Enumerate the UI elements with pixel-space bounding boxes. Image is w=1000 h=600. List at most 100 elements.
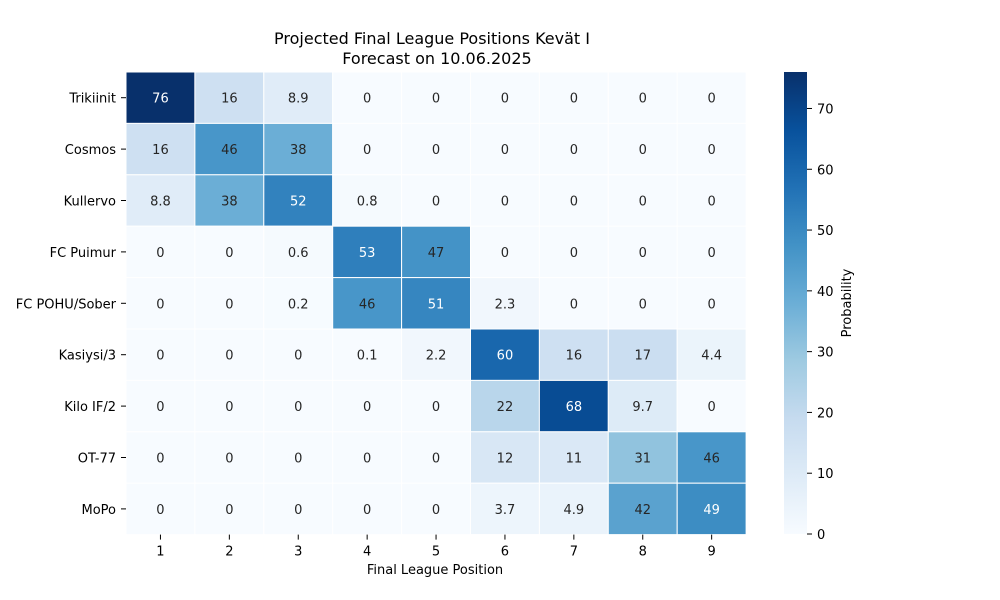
heatmap-cell: [676, 277, 747, 330]
cell-value-label: 0: [570, 297, 578, 312]
cell-value-label: 2.2: [426, 349, 447, 364]
y-tick-label: FC POHU/Sober: [16, 297, 117, 312]
colorbar-tick-label: 0: [817, 528, 825, 543]
cell-value-label: 0.2: [288, 297, 309, 312]
cell-value-label: 0: [639, 246, 647, 261]
cell-value-label: 0: [156, 452, 164, 467]
cell-value-label: 9.7: [632, 400, 653, 415]
heatmap-cell: [538, 174, 609, 227]
colorbar: [784, 72, 807, 534]
heatmap-cell: [125, 225, 196, 279]
cell-value-label: 17: [634, 349, 651, 364]
heatmap-cell: [401, 174, 472, 227]
cell-value-label: 0: [156, 297, 164, 312]
cell-value-label: 60: [497, 349, 514, 364]
heatmap-cell: [538, 431, 609, 484]
cell-value-label: 0: [363, 400, 371, 415]
colorbar-tick-label: 30: [817, 346, 834, 361]
colorbar-tick-label: 70: [817, 102, 834, 117]
x-tick-label: 4: [363, 545, 371, 560]
cell-value-label: 0: [639, 297, 647, 312]
cell-value-label: 0: [639, 143, 647, 158]
x-tick-label: 9: [708, 545, 716, 560]
heatmap-cell: [332, 225, 403, 279]
cell-value-label: 0: [225, 297, 233, 312]
heatmap-cell: [194, 225, 265, 279]
heatmap-cell: [401, 328, 472, 381]
y-tick-label: Kasiysi/3: [59, 349, 116, 364]
heatmap-cell: [607, 71, 678, 124]
heatmap-cell: [194, 328, 265, 381]
heatmap-cell: [125, 174, 196, 227]
heatmap-cell: [470, 71, 540, 124]
y-tick-label: Trikiinit: [68, 92, 116, 107]
heatmap-cell: [676, 122, 747, 176]
cell-value-label: 47: [428, 246, 445, 261]
chart-title-line2: Forecast on 10.06.2025: [342, 49, 531, 68]
heatmap-cell: [470, 328, 540, 381]
cell-value-label: 38: [290, 143, 307, 158]
cell-value-label: 46: [359, 297, 376, 312]
cell-value-label: 53: [359, 246, 376, 261]
cell-value-label: 52: [290, 195, 307, 210]
cell-value-label: 0: [432, 452, 440, 467]
cell-value-label: 16: [152, 143, 169, 158]
heatmap-cell: [125, 431, 196, 484]
cell-value-label: 0: [501, 143, 509, 158]
heatmap-cell: [125, 277, 196, 330]
x-tick-label: 8: [639, 545, 647, 560]
heatmap-cell: [607, 122, 678, 176]
heatmap-cell: [332, 277, 403, 330]
cell-value-label: 0: [225, 400, 233, 415]
cell-value-label: 0: [363, 143, 371, 158]
cell-value-label: 0: [501, 92, 509, 107]
heatmap-cell: [263, 431, 334, 484]
cell-value-label: 4.4: [701, 349, 722, 364]
heatmap-cell: [676, 328, 747, 381]
cell-value-label: 0: [432, 143, 440, 158]
y-tick-label: OT-77: [78, 452, 116, 467]
heatmap-cell: [538, 379, 609, 433]
y-tick-label: MoPo: [82, 503, 117, 518]
heatmap-cell: [194, 174, 265, 227]
chart-title-line1: Projected Final League Positions Kevät I: [274, 29, 590, 48]
cell-value-label: 0: [225, 246, 233, 261]
heatmap-cell: [401, 122, 472, 176]
cell-value-label: 51: [428, 297, 445, 312]
x-tick-label: 1: [156, 545, 164, 560]
cell-value-label: 46: [221, 143, 238, 158]
cell-value-label: 0: [708, 195, 716, 210]
cell-value-label: 0: [570, 92, 578, 107]
heatmap-cell: [538, 122, 609, 176]
cell-value-label: 46: [703, 452, 720, 467]
colorbar-tick-label: 10: [817, 467, 834, 482]
heatmap-cell: [125, 122, 196, 176]
cell-value-label: 0: [432, 195, 440, 210]
cell-value-label: 0: [225, 452, 233, 467]
y-tick-label: FC Puimur: [50, 246, 117, 261]
y-tick-label: Cosmos: [65, 143, 116, 158]
heatmap-cell: [538, 482, 609, 536]
cell-value-label: 0: [294, 503, 302, 518]
cell-value-label: 0: [294, 349, 302, 364]
heatmap-cell: [470, 277, 540, 330]
cell-value-label: 0: [639, 92, 647, 107]
cell-value-label: 0: [570, 195, 578, 210]
cell-value-label: 2.3: [495, 297, 516, 312]
heatmap-cell: [194, 71, 265, 124]
cell-value-label: 16: [566, 349, 583, 364]
colorbar-tick-label: 50: [817, 224, 834, 239]
heatmap-cell: [263, 482, 334, 536]
heatmap-cell: [470, 482, 540, 536]
cell-value-label: 0: [363, 503, 371, 518]
heatmap-cell: [125, 328, 196, 381]
cell-value-label: 3.7: [495, 503, 516, 518]
x-tick-label: 5: [432, 545, 440, 560]
cell-value-label: 0: [432, 503, 440, 518]
cell-value-label: 11: [566, 452, 583, 467]
heatmap-cell: [263, 277, 334, 330]
cell-value-label: 0: [156, 246, 164, 261]
cell-value-label: 8.9: [288, 92, 309, 107]
heatmap-cell: [401, 431, 472, 484]
